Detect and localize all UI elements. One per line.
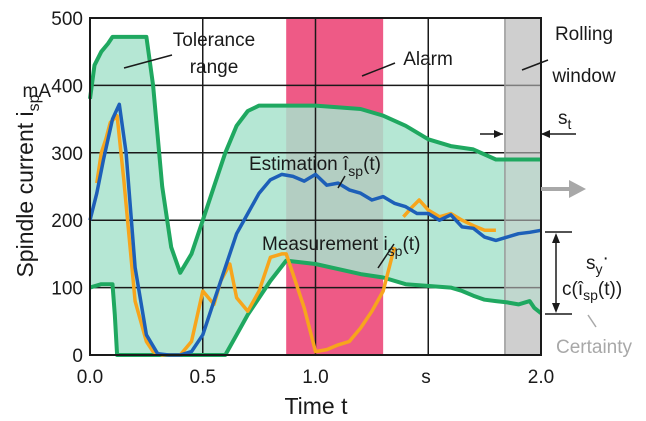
st-label: st <box>558 108 572 132</box>
measurement-label: Measurement isp(t) <box>262 234 420 259</box>
grid <box>90 18 541 355</box>
rolling-leader-line <box>521 59 549 71</box>
y-tick-label: 100 <box>51 279 83 300</box>
st-arrowhead-left <box>494 130 503 138</box>
estimation-line <box>88 102 542 357</box>
x-unit-label: s <box>421 367 431 388</box>
certainty-formula: c(îsp(t)) <box>562 279 622 303</box>
y-tick-label: 300 <box>51 144 83 165</box>
measurement-leader-line <box>377 243 395 269</box>
y-tick-label: 500 <box>51 9 83 30</box>
plot-frame <box>89 17 542 356</box>
tolerance-label-line1: Tolerance <box>173 30 255 51</box>
certainty-leader-line <box>587 314 597 328</box>
estimation-leader-line <box>337 175 346 189</box>
sy-label: sy· <box>586 248 609 277</box>
tolerance-leader-line <box>123 54 173 69</box>
sy-arrowhead-up <box>552 233 560 243</box>
tolerance-upper-line <box>88 34 541 275</box>
forward-arrowhead <box>569 180 586 198</box>
x-tick-label: 0.0 <box>77 367 103 388</box>
x-tick-label: 2.0 <box>528 367 554 388</box>
certainty-label: Certainty <box>556 337 633 358</box>
rolling-label-line1: Rolling <box>555 24 613 45</box>
measurement-line <box>95 113 397 357</box>
y-tick-label: 400 <box>51 76 83 97</box>
x-axis-title: Time t <box>284 393 348 419</box>
alarm-leader-line <box>361 62 396 77</box>
tolerance-lower-line <box>89 258 543 357</box>
rolling-label-line2: window <box>551 66 616 87</box>
y-tick-label: 0 <box>72 346 83 367</box>
tick-labels: 0 100 200 300 400 500 0.0 0.5 1.0 2.0 <box>51 9 554 388</box>
x-tick-label: 0.5 <box>190 367 216 388</box>
x-tick-label: 1.0 <box>302 367 328 388</box>
y-unit-label: mA <box>23 81 52 102</box>
y-tick-label: 200 <box>51 211 83 232</box>
alarm-label: Alarm <box>403 49 453 70</box>
y-axis-title: Spindle current isp <box>12 94 43 277</box>
measurement-tail-line <box>402 198 496 233</box>
sy-arrowhead-down <box>552 303 560 313</box>
tolerance-label-line2: range <box>190 57 239 78</box>
estimation-label: Estimation îsp(t) <box>249 154 381 179</box>
st-arrowhead-right <box>541 130 550 138</box>
